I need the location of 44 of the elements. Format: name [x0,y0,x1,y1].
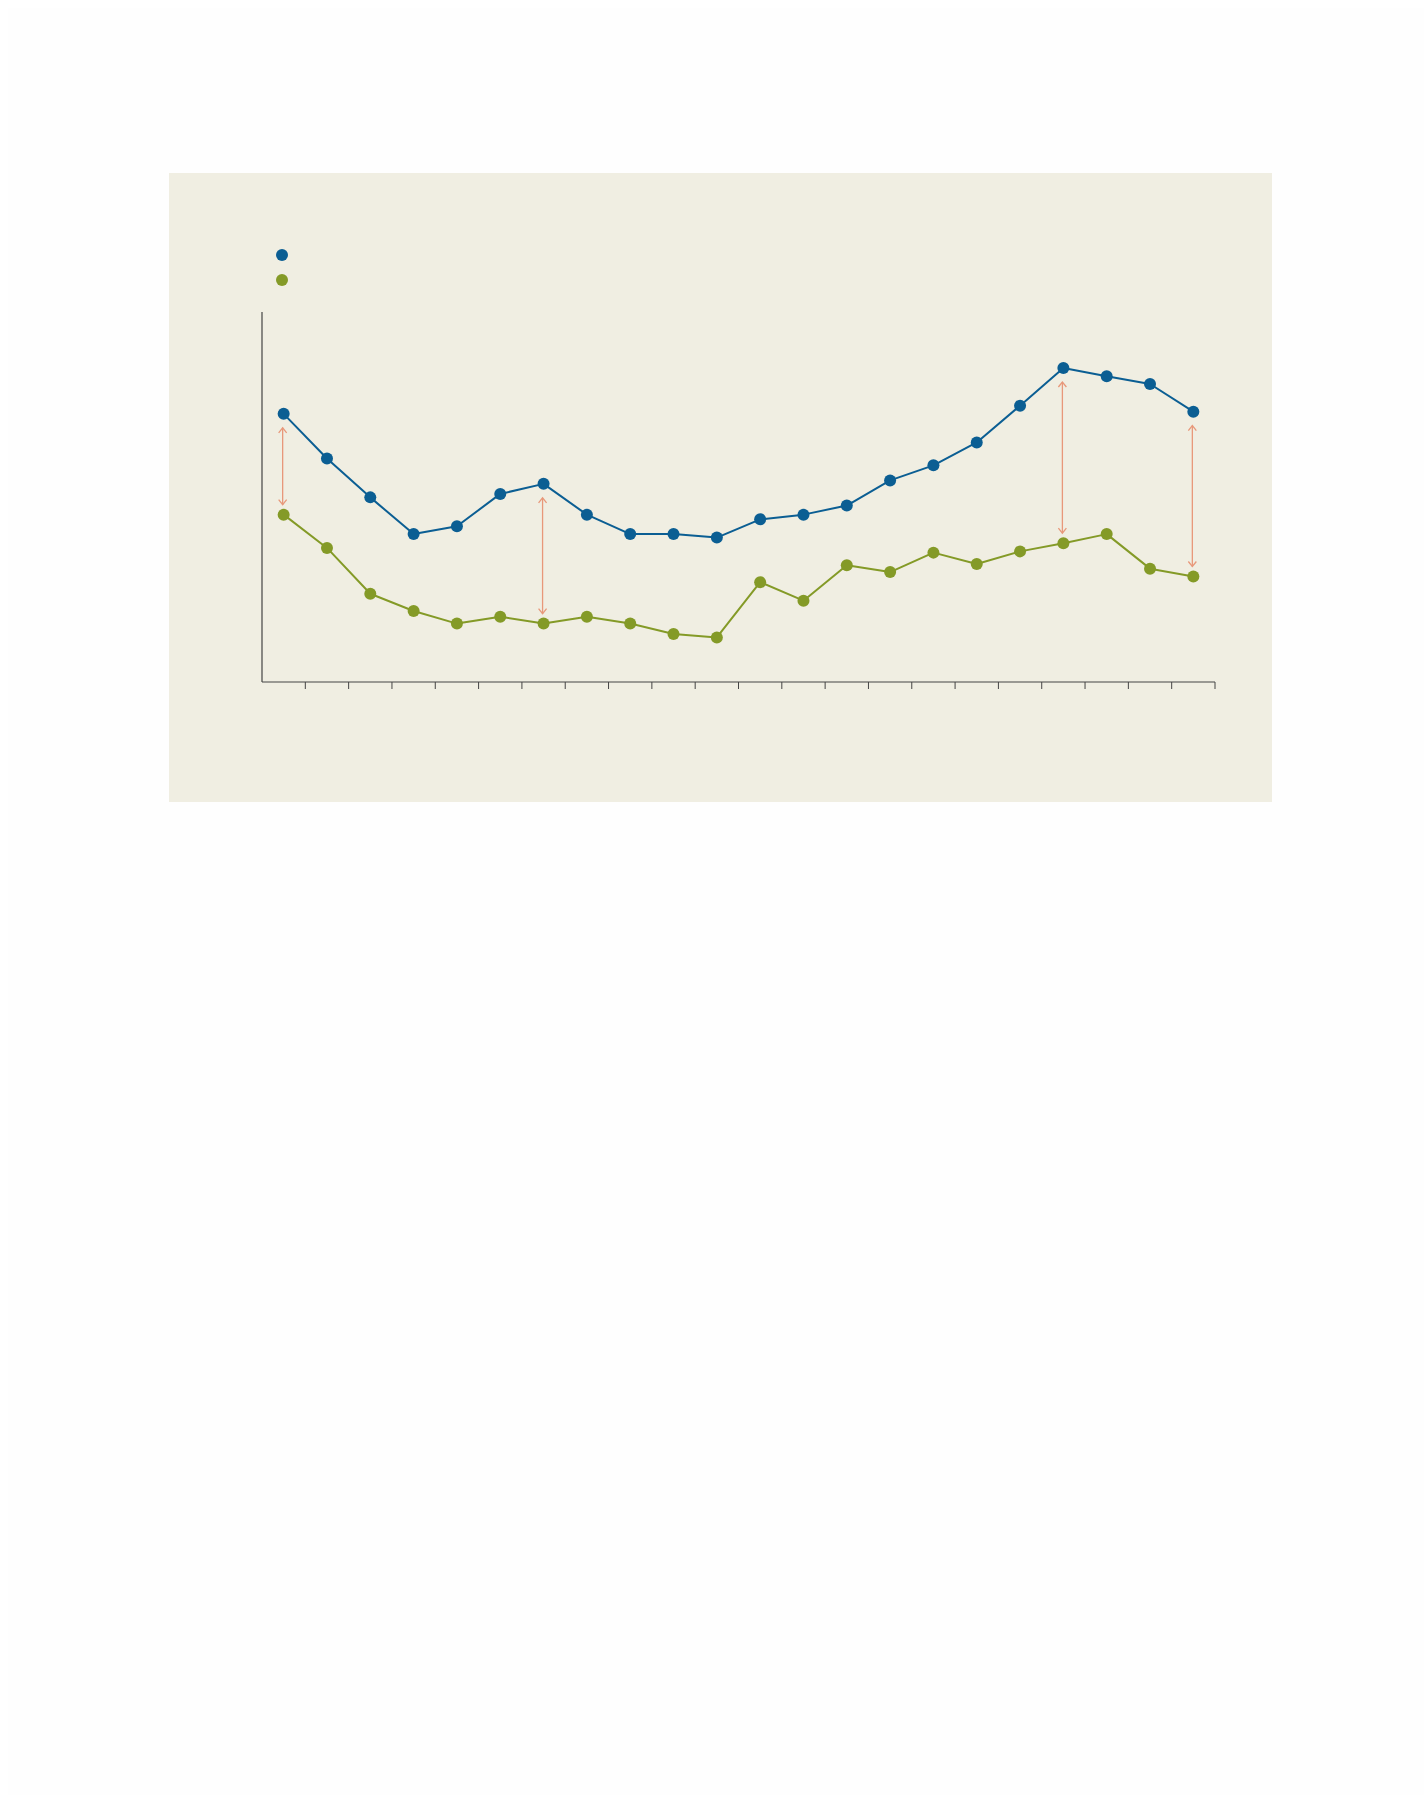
point [1057,537,1070,550]
point [1014,545,1027,558]
point [320,452,333,465]
point [667,627,680,640]
point [494,610,507,623]
point [1014,399,1027,412]
point [537,617,550,630]
point [667,528,680,541]
point [927,546,940,559]
point [277,407,290,420]
point [450,617,463,630]
point [1057,362,1070,374]
point [797,508,810,521]
point [580,610,593,623]
point [970,436,983,449]
point [624,617,637,630]
point [1187,405,1200,418]
point [840,499,853,512]
point [1100,370,1113,383]
point [1100,528,1113,541]
point [537,477,550,490]
point [754,576,767,589]
point [580,508,593,521]
point [450,520,463,533]
point [970,557,983,570]
point [710,631,723,644]
point [407,605,420,618]
point [1144,562,1157,575]
point [364,587,377,600]
point [320,541,333,554]
point [494,487,507,500]
point [754,513,767,526]
point [624,528,637,541]
point [884,566,897,579]
point [710,531,723,544]
point [1144,378,1157,391]
point [840,559,853,572]
point [1187,570,1200,583]
point [927,459,940,472]
point [277,508,290,521]
point [407,528,420,541]
point [797,594,810,607]
point [364,491,377,504]
point [884,474,897,487]
